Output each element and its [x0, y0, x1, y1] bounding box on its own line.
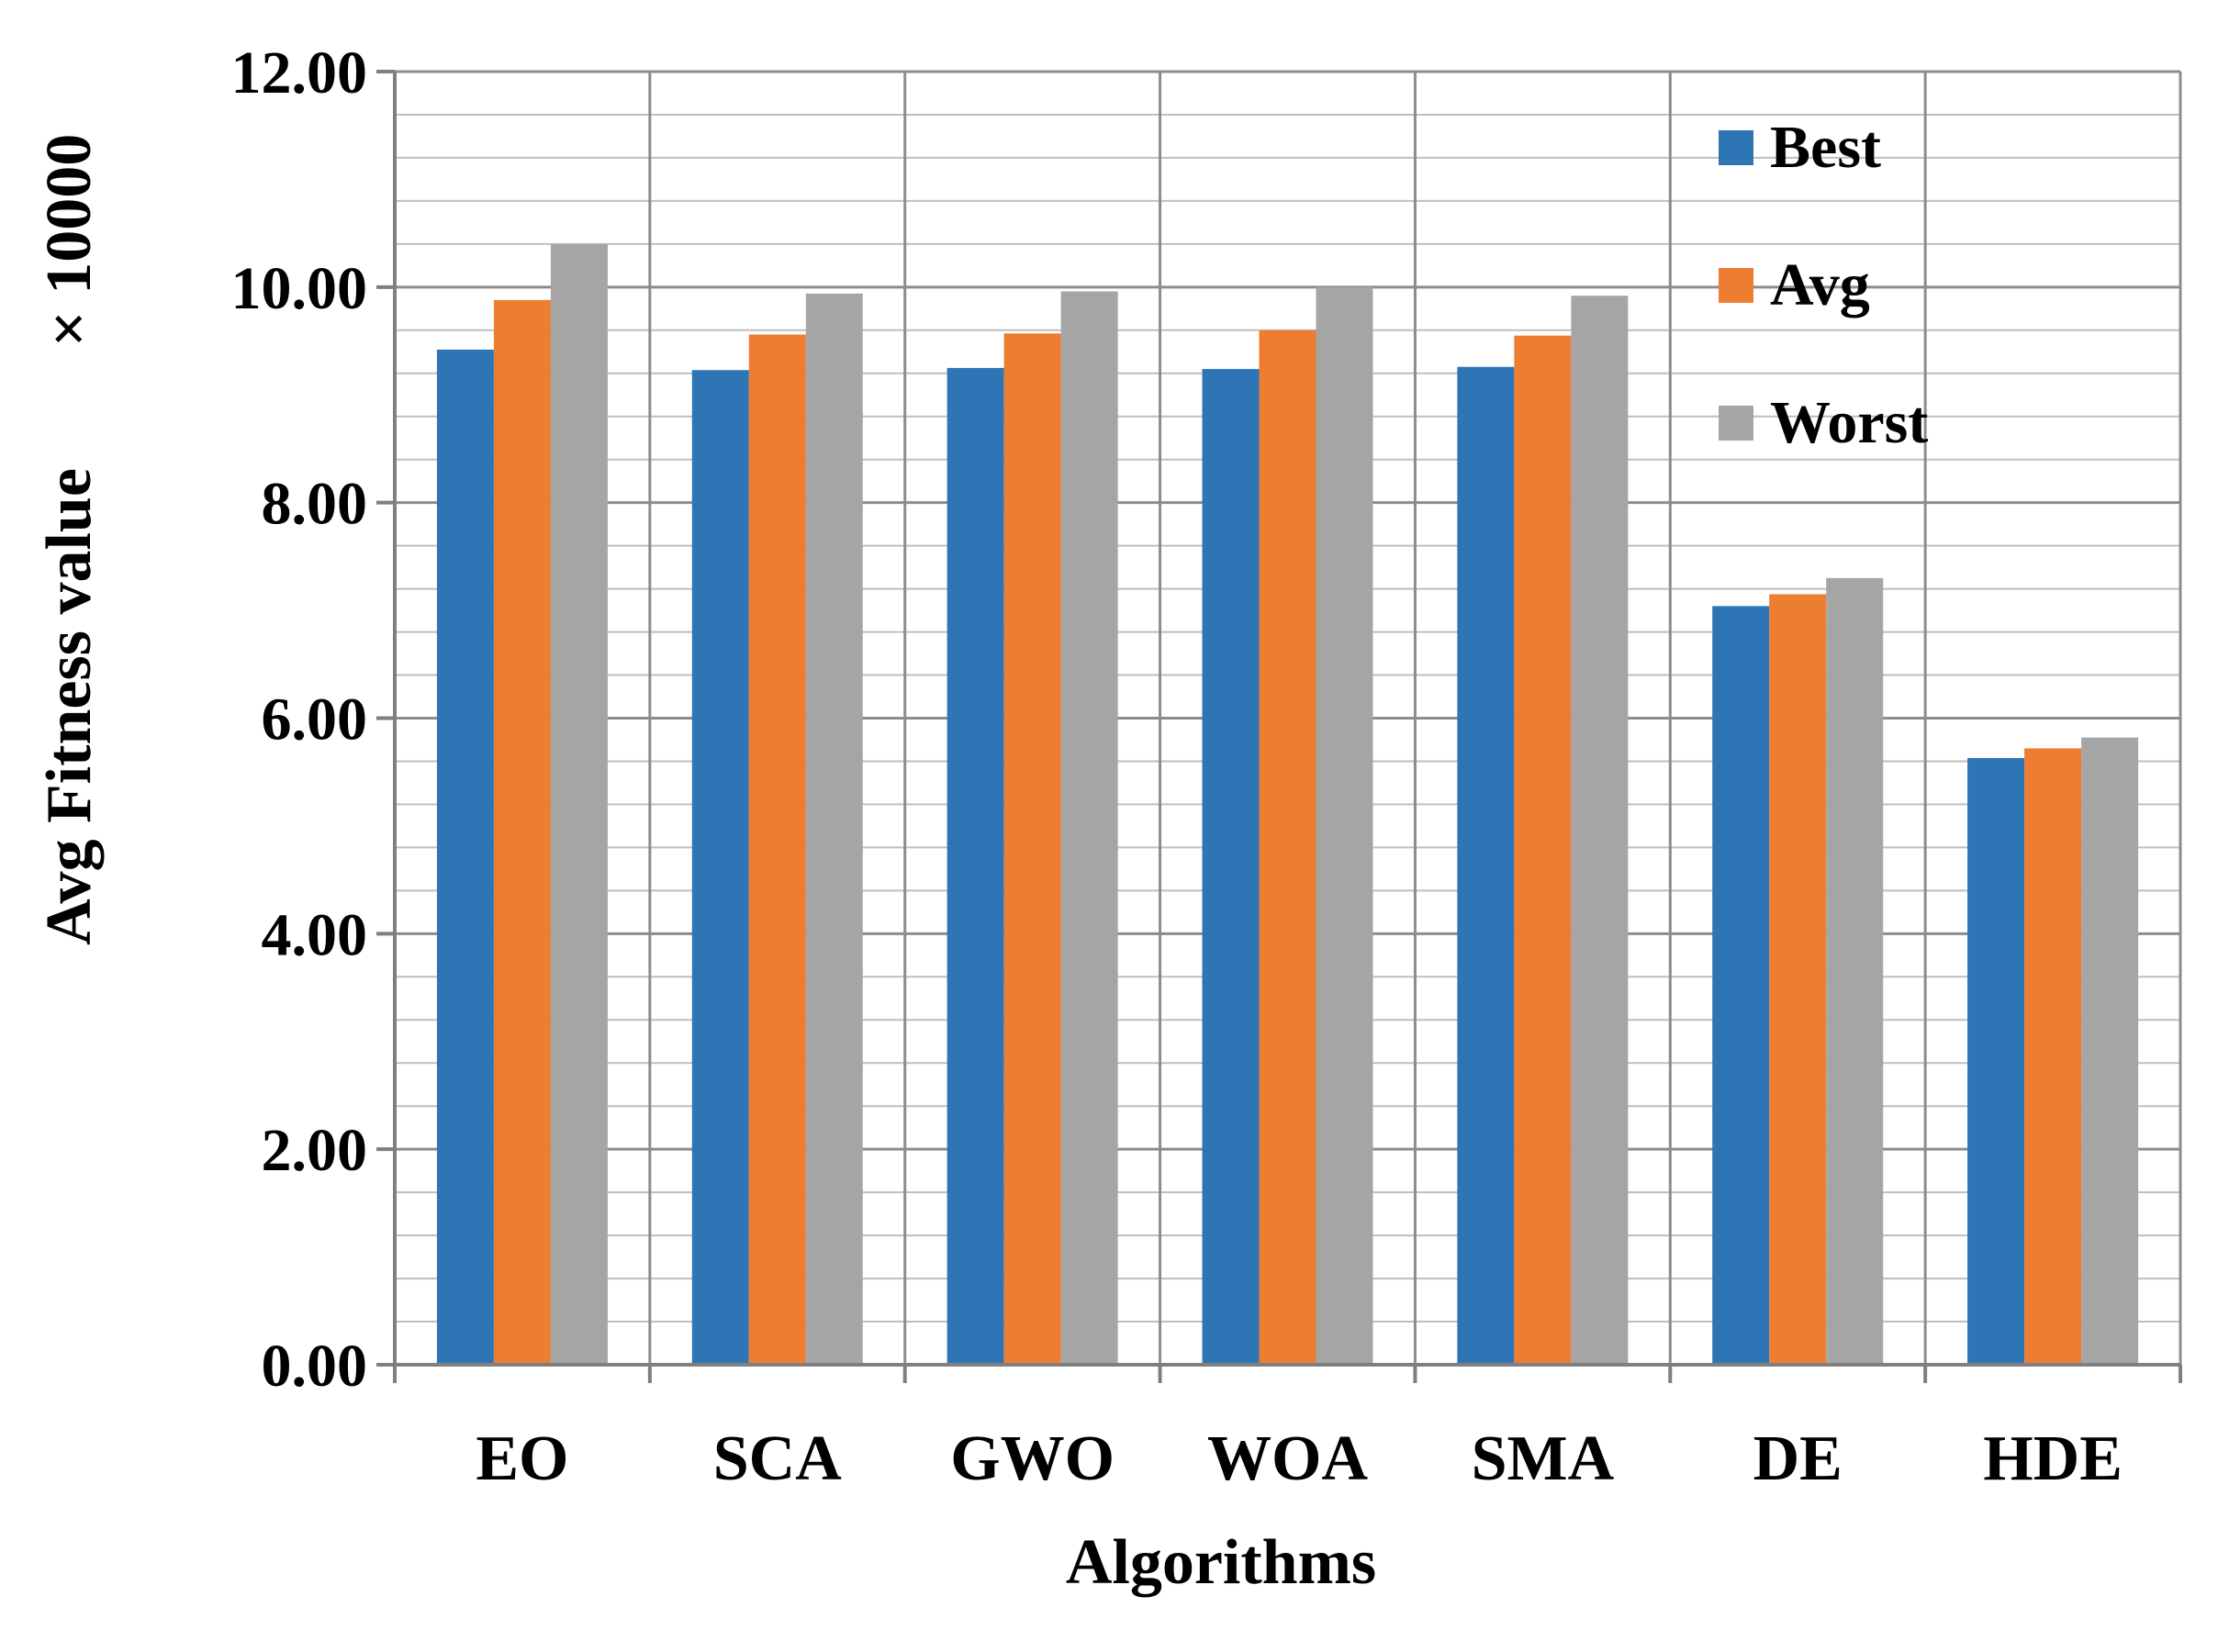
x-axis-title: Algorithms — [1066, 1527, 1376, 1598]
legend-swatch-avg — [1719, 268, 1753, 303]
y-axis-multiplier: × 10000 — [34, 134, 105, 347]
bar-de-worst — [1826, 577, 1884, 1365]
bar-sma-best — [1457, 366, 1515, 1365]
bar-sca-worst — [805, 293, 863, 1366]
bar-eo-best — [436, 349, 494, 1365]
y-tick-label: 10.00 — [231, 255, 368, 322]
tick-labels: 0.00 2.00 4.00 6.00 8.00 10.00 12.00 EO SCA GWO WO… — [231, 39, 2123, 1494]
bar-eo-avg — [493, 299, 551, 1365]
y-tick-label: 4.00 — [262, 901, 368, 968]
legend-label-worst: Worst — [1770, 389, 1928, 456]
y-tick-label: 2.00 — [262, 1117, 368, 1184]
bar-woa-worst — [1316, 286, 1373, 1365]
axes — [376, 70, 2182, 1383]
legend-swatch-worst — [1719, 406, 1753, 441]
bar-hde-worst — [2081, 737, 2139, 1365]
bar-hde-avg — [2024, 748, 2082, 1365]
legend-label-avg: Avg — [1770, 251, 1870, 318]
y-axis-title: Avg Fitness value — [34, 468, 105, 945]
x-tick-label: SMA — [1472, 1423, 1615, 1494]
bars — [436, 243, 2139, 1366]
bar-de-best — [1712, 606, 1770, 1365]
bar-eo-worst — [550, 243, 608, 1365]
x-tick-label: EO — [476, 1423, 568, 1494]
legend-swatch-best — [1719, 130, 1753, 165]
legend-label-best: Best — [1770, 114, 1881, 181]
bar-gwo-best — [947, 367, 1004, 1365]
y-tick-label: 8.00 — [262, 471, 368, 538]
x-tick-label: HDE — [1983, 1423, 2123, 1494]
x-tick-label: SCA — [713, 1423, 842, 1494]
bar-gwo-avg — [1003, 333, 1061, 1365]
bar-woa-avg — [1259, 329, 1316, 1365]
y-tick-label: 0.00 — [262, 1333, 368, 1400]
bar-sca-best — [691, 370, 749, 1366]
legend: Best Avg Worst — [1719, 114, 1928, 456]
bar-sma-avg — [1514, 335, 1572, 1365]
bar-sma-worst — [1571, 296, 1629, 1365]
bar-hde-best — [1967, 757, 2025, 1365]
bar-sca-avg — [748, 334, 806, 1365]
x-tick-label: WOA — [1207, 1423, 1368, 1494]
x-tick-label: GWO — [950, 1423, 1115, 1494]
y-tick-label: 12.00 — [231, 39, 368, 106]
bar-woa-best — [1202, 369, 1260, 1365]
x-tick-label: DE — [1753, 1423, 1843, 1494]
bar-de-avg — [1769, 594, 1827, 1365]
y-tick-label: 6.00 — [262, 686, 368, 753]
bar-gwo-worst — [1060, 291, 1118, 1365]
